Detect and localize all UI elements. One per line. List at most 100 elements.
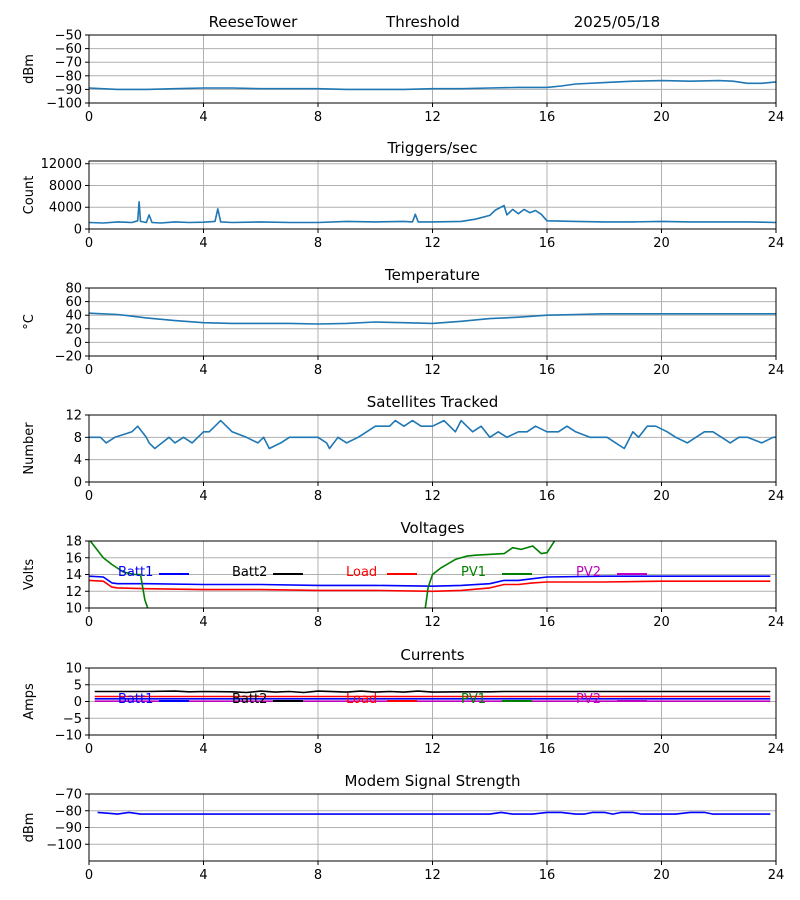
legend-label-batt2: Batt2	[232, 692, 267, 707]
panel-modem: 0 4 8 12 16 20 24 −70−80 −90 −100 Modem Signal Str…	[22, 772, 784, 883]
panel-triggers: 0 4 8 12 16 20 24 12000 8000 4000 0 Triggers/sec Cou…	[22, 139, 784, 251]
panel-title: Currents	[400, 646, 464, 664]
y-tick-label: 10	[65, 662, 82, 677]
series-group	[94, 690, 771, 703]
plot-title-threshold: Threshold	[385, 13, 460, 31]
y-axis-label: °C	[22, 314, 37, 330]
series-line-modem	[97, 811, 771, 815]
series-line-pv1	[89, 541, 149, 608]
x-tick-label: 8	[314, 110, 322, 125]
y-tick-label: 12	[65, 585, 82, 600]
x-tick-label: 12	[424, 236, 441, 251]
y-tick-label: 12	[65, 409, 82, 424]
series-group	[89, 79, 776, 91]
y-tick-label: −50	[55, 29, 82, 44]
x-tick-label: 12	[424, 615, 441, 630]
legend-label-batt1: Batt1	[118, 565, 153, 580]
x-tick-label: 4	[199, 363, 207, 378]
x-tick-label: 16	[539, 110, 556, 125]
series-line-threshold	[89, 79, 776, 91]
x-tick-label: 24	[768, 110, 785, 125]
x-tick-label: 16	[539, 742, 556, 757]
x-tick-label: 24	[768, 868, 785, 883]
series-line-temperature	[89, 312, 776, 325]
plot-frame	[88, 34, 777, 104]
x-tick-label: 20	[653, 363, 670, 378]
y-tick-label: −90	[55, 83, 82, 98]
x-tick-label: 16	[539, 868, 556, 883]
plot-frame	[88, 540, 777, 609]
x-tick-label: 12	[424, 868, 441, 883]
series-line-pv1	[424, 541, 556, 608]
x-tick-label: 0	[85, 615, 93, 630]
x-tick-label: 12	[424, 363, 441, 378]
legend-label-batt1: Batt1	[118, 692, 153, 707]
x-tick-label: 4	[199, 615, 207, 630]
y-tick-label: −70	[55, 56, 82, 71]
y-tick-label: 80	[65, 282, 82, 297]
y-tick-label: −70	[55, 788, 82, 803]
y-tick-label: −80	[55, 804, 82, 819]
x-tick-label: 0	[85, 489, 93, 504]
y-tick-label: 4000	[49, 201, 82, 216]
x-tick-label: 4	[199, 489, 207, 504]
x-tick-label: 24	[768, 363, 785, 378]
x-tick-label: 16	[539, 236, 556, 251]
y-tick-label: −100	[46, 97, 82, 112]
x-tick-label: 24	[768, 615, 785, 630]
panel-satellites: 0 4 8 12 16 20 24 12 8 4 0 Satellites Tracked Number	[22, 393, 784, 504]
series-line-batt2	[94, 690, 771, 694]
legend-label-pv2: PV2	[576, 565, 601, 580]
x-tick-label: 8	[314, 236, 322, 251]
x-tick-label: 4	[199, 742, 207, 757]
series-line-load	[89, 579, 771, 593]
plot-frame	[88, 160, 777, 230]
y-axis-label: Volts	[22, 559, 37, 591]
y-tick-label: −90	[55, 821, 82, 836]
y-tick-label: 0	[74, 695, 82, 710]
report-date: 2025/05/18	[574, 13, 660, 31]
legend-label-pv1: PV1	[461, 692, 486, 707]
y-tick-label: 4	[74, 453, 82, 468]
panel-title: Triggers/sec	[387, 139, 478, 157]
y-tick-label: −5	[63, 712, 82, 727]
plot-frame	[88, 287, 777, 357]
x-tick-label: 0	[85, 742, 93, 757]
y-axis-label: Count	[22, 176, 37, 215]
x-tick-label: 0	[85, 110, 93, 125]
y-tick-label: 8	[74, 431, 82, 446]
plot-frame	[88, 414, 777, 483]
series-group	[89, 419, 776, 450]
x-tick-label: 20	[653, 110, 670, 125]
y-tick-label: 5	[74, 678, 82, 693]
legend-label-batt2: Batt2	[232, 565, 267, 580]
y-axis-label: dBm	[22, 813, 37, 843]
x-tick-label: 4	[199, 236, 207, 251]
x-tick-label: 8	[314, 363, 322, 378]
header: ReeseTower Threshold 2025/05/18	[209, 13, 661, 31]
y-axis-label: Amps	[22, 683, 37, 720]
x-tick-label: 20	[653, 615, 670, 630]
legend-label-load: Load	[346, 692, 377, 707]
panel-title: Temperature	[384, 266, 480, 284]
x-tick-label: 20	[653, 742, 670, 757]
y-tick-label: −100	[46, 838, 82, 853]
series-group	[89, 541, 771, 608]
y-tick-label: −10	[55, 729, 82, 744]
panel-title: Modem Signal Strength	[345, 772, 521, 790]
series-group	[89, 201, 776, 224]
y-tick-label: 8000	[49, 179, 82, 194]
y-tick-label: 60	[65, 295, 82, 310]
legend-label-pv1: PV1	[461, 565, 486, 580]
plot-frame	[88, 793, 777, 862]
x-tick-label: 12	[424, 110, 441, 125]
x-tick-label: 8	[314, 868, 322, 883]
x-tick-label: 16	[539, 363, 556, 378]
x-tick-label: 24	[768, 742, 785, 757]
station-name: ReeseTower	[209, 13, 299, 31]
series-group	[89, 312, 776, 325]
x-tick-label: 8	[314, 489, 322, 504]
